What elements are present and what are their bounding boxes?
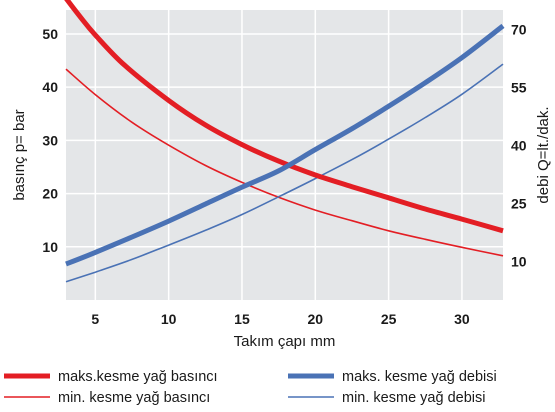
legend: maks.kesme yağ basıncı min. kesme yağ bas… <box>4 369 497 406</box>
legend-label-maks-kesme-ya-debisi: maks. kesme yağ debisi <box>342 369 497 385</box>
y-left-tick-label: 10 <box>42 239 58 255</box>
y-right-tick-label: 40 <box>511 137 527 153</box>
y-left-tick-label: 20 <box>42 186 58 202</box>
y-left-tick-label: 30 <box>42 132 58 148</box>
tick-labels: 5 10 15 20 25 30 10 20 30 40 50 10 25 40 55 70 <box>42 21 526 327</box>
y-left-tick-label: 40 <box>42 79 58 95</box>
y-right-tick-label: 70 <box>511 21 527 37</box>
y-right-tick-label: 55 <box>511 79 527 95</box>
y-right-tick-label: 25 <box>511 195 527 211</box>
x-tick-label: 15 <box>234 311 250 327</box>
legend-label-min-kesme-ya-debisi: min. kesme yağ debisi <box>342 390 485 406</box>
x-tick-label: 10 <box>161 311 177 327</box>
y-axis-right-label: debi Q=lt./dak. <box>535 106 552 203</box>
series-line-maks-kesme-ya-debisi <box>65 23 505 267</box>
x-tick-label: 30 <box>454 311 470 327</box>
x-tick-label: 20 <box>308 311 324 327</box>
y-left-tick-label: 50 <box>42 26 58 42</box>
y-right-tick-label: 10 <box>511 253 527 269</box>
legend-label-maks-kesme-ya-bas-nc: maks.kesme yağ basıncı <box>58 369 218 385</box>
series-line-min-kesme-ya-debisi <box>65 63 504 283</box>
y-axis-left-label: basınç p= bar <box>11 109 28 200</box>
series-lines <box>64 0 505 283</box>
legend-label-min-kesme-ya-bas-nc: min. kesme yağ basıncı <box>58 390 210 406</box>
x-tick-label: 5 <box>91 311 99 327</box>
x-axis-label: Takım çapı mm <box>234 333 336 350</box>
x-tick-label: 25 <box>381 311 397 327</box>
series-line-maks-kesme-ya-bas-nc <box>64 0 504 234</box>
plot-area <box>66 10 503 300</box>
